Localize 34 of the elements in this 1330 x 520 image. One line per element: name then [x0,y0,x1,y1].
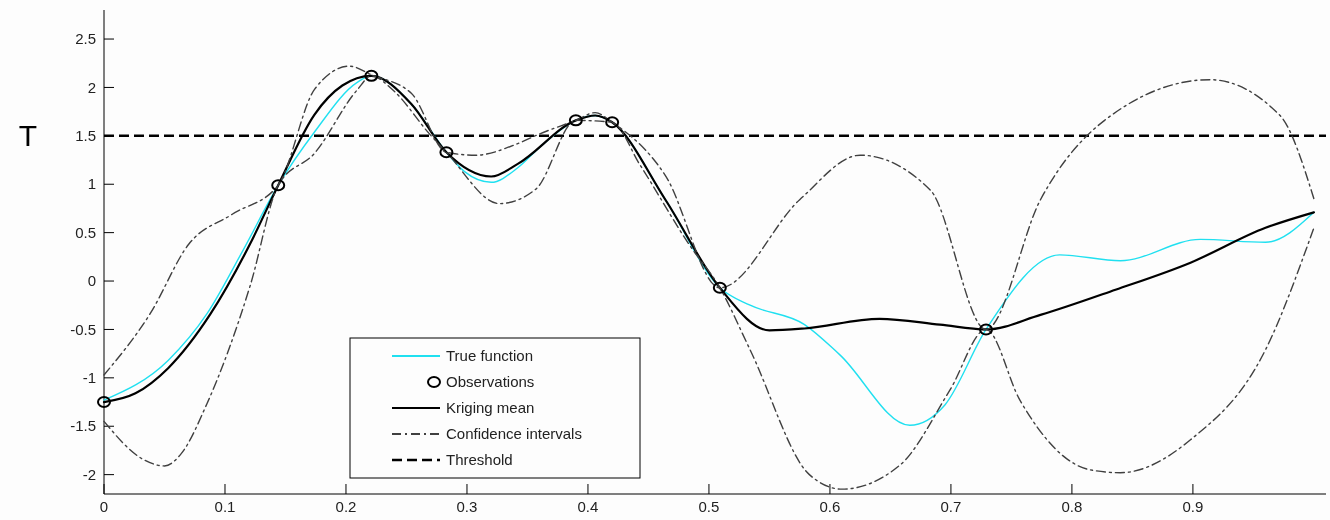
legend-label: Kriging mean [446,399,535,417]
y-tick-label: 0.5 [75,223,96,241]
x-tick-label: 0.1 [214,498,236,515]
point [605,116,620,129]
y-tick-label: 2.5 [75,30,96,48]
point [97,396,111,409]
point [568,114,583,127]
y-tick-label: 2 [87,78,96,96]
x-tick-label: 0 [99,498,109,515]
x-tick-label: 0.7 [940,498,962,515]
y-tick-label: -2 [82,465,96,483]
point [364,69,379,82]
x-tick-label: 0.4 [577,498,599,515]
x-tick-label: 0.6 [819,498,841,515]
x-tick-label: 0.9 [1182,498,1204,515]
legend-label: Observations [446,373,535,391]
y-tick-label: -0.5 [70,320,96,338]
x-tick-label: 0.8 [1061,498,1083,515]
point [712,281,727,294]
y-tick-label: 1 [87,175,96,193]
x-tick-label: 0.2 [335,498,357,515]
legend-label: Confidence intervals [446,425,582,443]
legend-label: Threshold [446,451,513,469]
y-axis-title: T [18,119,38,153]
y-tick-label: -1 [82,369,96,387]
y-tick-label: -1.5 [70,417,96,435]
point [271,179,286,192]
point [979,323,994,336]
x-tick-label: 0.3 [456,498,478,515]
y-tick-label: 1.5 [75,127,96,145]
x-tick-label: 0.5 [698,498,720,515]
legend-label: True function [446,347,533,365]
y-tick-label: 0 [87,272,96,290]
point [439,146,454,159]
